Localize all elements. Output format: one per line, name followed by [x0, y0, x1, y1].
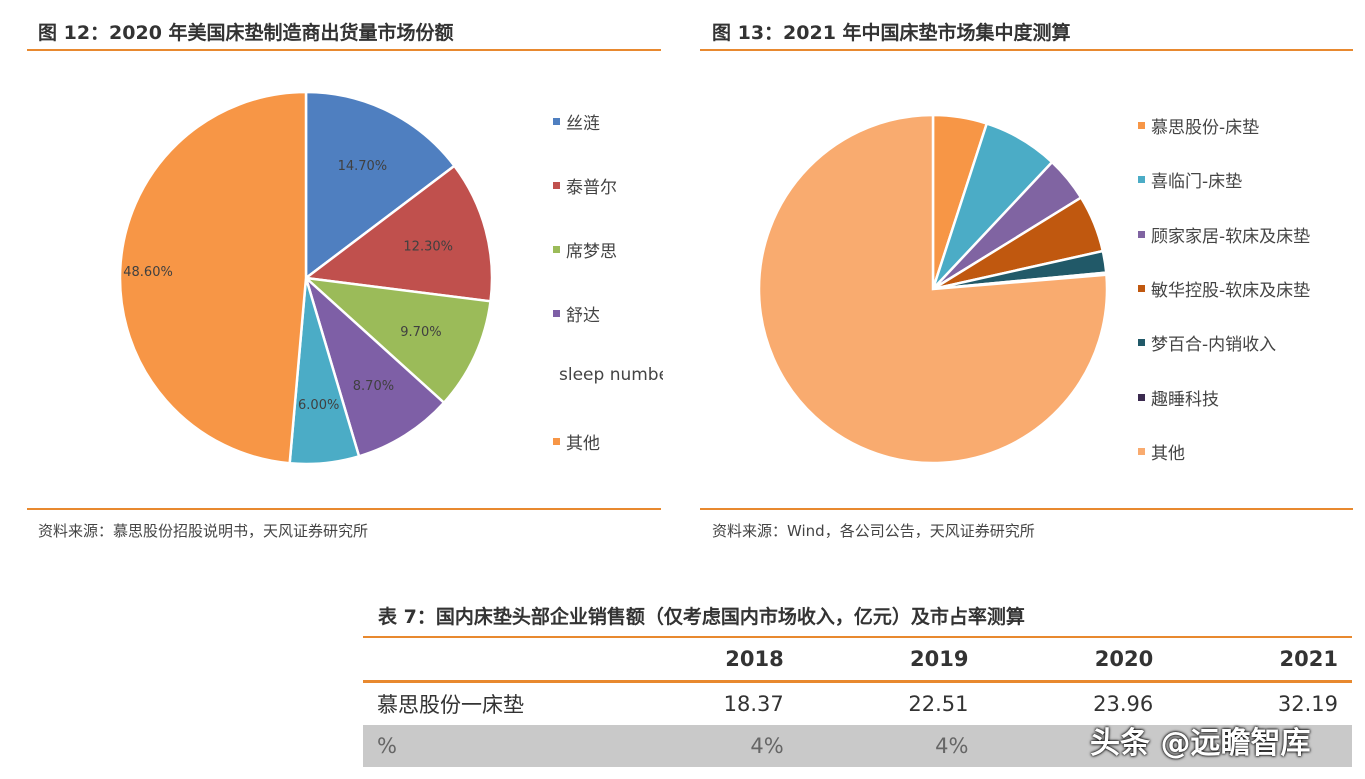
chart1-title: 图 12：2020 年美国床垫制造商出货量市场份额	[38, 22, 454, 44]
table-cell: 4%	[750, 734, 784, 758]
pie-slice-0-1	[302, 164, 494, 303]
table-cell: 慕思股份一床垫	[377, 693, 524, 717]
legend-swatch	[553, 182, 560, 189]
legend-item: 敏华控股-软床及床垫	[1138, 276, 1310, 301]
header-cell: 2019	[910, 647, 969, 671]
chart2-source: 资料来源：Wind，各公司公告，天风证券研究所	[712, 522, 1035, 540]
table-cell: 23.96	[1093, 692, 1154, 716]
legend-swatch	[1138, 230, 1145, 238]
data-label: 8.70%	[353, 379, 394, 394]
chart1-source: 资料来源：慕思股份招股说明书，天风证券研究所	[38, 522, 369, 540]
legend-swatch	[1138, 284, 1145, 292]
legend-label: 慕思股份-床垫	[1151, 118, 1260, 138]
data-label: 6.00%	[298, 398, 339, 413]
chart1-title-rule	[27, 49, 661, 51]
legend-item: 丝涟	[553, 109, 600, 134]
table-cell: 4%	[935, 734, 969, 758]
legend-item: 其他	[1138, 439, 1185, 464]
pie-slice-1-6	[757, 113, 1109, 465]
legend-label: 舒达	[566, 306, 600, 326]
data-label: 14.70%	[338, 159, 388, 174]
watermark: 头条 @远瞻智库	[1090, 726, 1311, 761]
table-header-row: 2018 2019 2020 2021	[363, 636, 1352, 683]
legend-item: 趣睡科技	[1138, 385, 1219, 410]
chart1-source-rule	[27, 508, 661, 510]
legend-item: 梦百合-内销收入	[1138, 330, 1276, 355]
legend-label: 趣睡科技	[1151, 389, 1219, 410]
chart2-source-rule	[700, 508, 1353, 510]
table-row: 慕思股份一床垫 18.37 22.51 23.96 32.19	[363, 683, 1352, 725]
data-label: 9.70%	[400, 325, 441, 340]
legend-label: 席梦思	[566, 242, 617, 262]
legend-label: 喜临门-床垫	[1151, 172, 1243, 193]
legend-item: 顾家家居-软床及床垫	[1138, 222, 1310, 247]
chart2-title: 图 13：2021 年中国床垫市场集中度测算	[712, 22, 1071, 44]
legend-item: 席梦思	[553, 237, 617, 262]
pie-slice-0-0	[304, 90, 457, 281]
table-row: % 4% 4%	[363, 725, 1352, 767]
pie-slice-0-2	[302, 276, 492, 405]
legend-item: sleep number	[553, 365, 663, 385]
pie-slice-0-5	[118, 90, 308, 465]
legend-swatch	[1138, 176, 1145, 184]
table-title: 表 7：国内床垫头部企业销售额（仅考虑国内市场收入，亿元）及市占率测算	[378, 606, 1025, 628]
legend-swatch	[1138, 122, 1145, 129]
pie-slice-0-3	[303, 274, 446, 458]
header-cell: 2020	[1094, 647, 1154, 671]
legend-label: 丝涟	[566, 114, 600, 134]
legend-swatch	[1138, 339, 1145, 347]
legend-label: sleep number	[559, 365, 663, 385]
data-label: 12.30%	[403, 239, 453, 254]
table-cell: 18.37	[723, 692, 784, 716]
legend-item: 慕思股份-床垫	[1138, 113, 1259, 138]
legend-label: 顾家家居-软床及床垫	[1151, 226, 1311, 247]
data-label: 48.60%	[123, 265, 173, 280]
chart2-title-rule	[700, 49, 1353, 51]
legend-swatch	[553, 246, 560, 253]
legend-swatch	[1138, 393, 1145, 401]
legend-item: 舒达	[553, 301, 600, 326]
legend-swatch	[553, 438, 560, 445]
legend-label: 其他	[1151, 443, 1185, 464]
table-cell: %	[377, 734, 397, 758]
legend-item: 其他	[553, 429, 600, 454]
sales-table: 2018 2019 2020 2021 慕思股份一床垫 18.37 22.51 …	[363, 636, 1352, 767]
header-cell: 2021	[1279, 647, 1338, 671]
legend-swatch	[553, 310, 560, 317]
legend-label: 梦百合-内销收入	[1151, 335, 1277, 356]
header-cell: 2018	[725, 647, 784, 671]
table-cell: 22.51	[908, 692, 969, 716]
legend-item: 喜临门-床垫	[1138, 167, 1242, 192]
table-cell: 32.19	[1277, 692, 1338, 716]
legend-item: 泰普尔	[553, 173, 617, 198]
legend-swatch	[1138, 447, 1145, 455]
legend-label: 敏华控股-软床及床垫	[1151, 280, 1311, 301]
legend-swatch	[553, 118, 560, 125]
legend-label: 泰普尔	[566, 178, 617, 198]
legend-label: 其他	[566, 434, 600, 454]
